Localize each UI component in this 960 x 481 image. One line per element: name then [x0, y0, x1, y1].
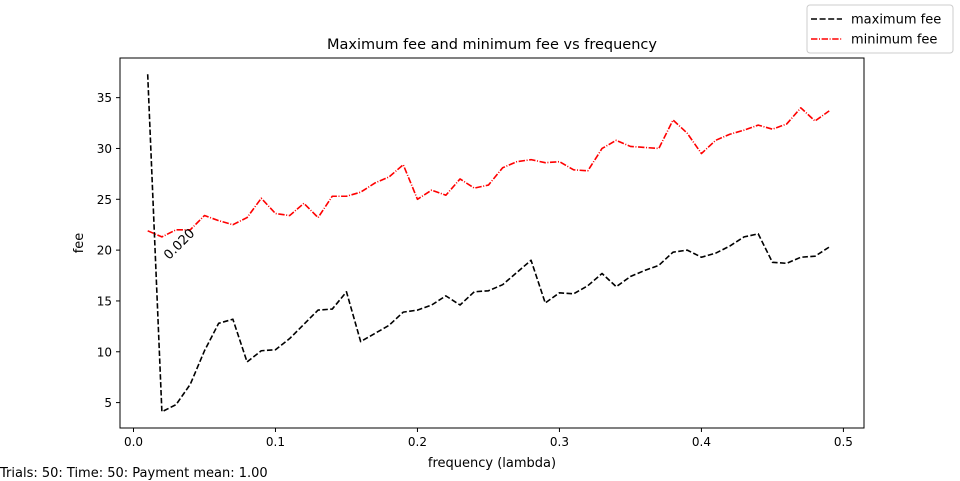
legend-label-maximum-fee: maximum fee — [851, 13, 941, 28]
x-tick-label: 0.1 — [266, 435, 285, 449]
series-line-maximum-fee — [146, 74, 830, 413]
series-line-minimum-fee — [147, 107, 830, 238]
y-tick-label: 35 — [97, 91, 112, 105]
plot-area: 0.020 0.0 0.1 0.2 0.3 0.4 0.5 5 10 15 20 25 30 35 — [97, 57, 865, 449]
x-tick-label: 0.5 — [834, 435, 853, 449]
x-tick-label: 0.3 — [550, 435, 569, 449]
legend-label-minimum-fee: minimum fee — [851, 33, 937, 48]
y-tick-label: 10 — [97, 345, 112, 359]
x-tick-label: 0.0 — [124, 435, 143, 449]
series-layer — [146, 74, 830, 413]
footnote: Trials: 50: Time: 50: Payment mean: 1.00 — [0, 466, 268, 481]
x-axis-label: frequency (lambda) — [428, 456, 556, 471]
y-tick-label: 20 — [97, 244, 112, 258]
chart-title: Maximum fee and minimum fee vs frequency — [327, 37, 657, 53]
legend-frame — [806, 4, 954, 54]
y-tick-label: 5 — [104, 396, 112, 410]
y-tick-label: 15 — [97, 294, 112, 308]
x-axis-ticks: 0.0 0.1 0.2 0.3 0.4 0.5 — [124, 428, 853, 449]
y-tick-label: 25 — [97, 193, 112, 207]
plot-frame — [119, 57, 865, 429]
x-tick-label: 0.4 — [692, 435, 711, 449]
y-tick-label: 30 — [97, 142, 112, 156]
y-axis-ticks: 5 10 15 20 25 30 35 — [97, 91, 120, 410]
annotation-layer: 0.020 — [161, 226, 198, 263]
x-tick-label: 0.2 — [408, 435, 427, 449]
annotation-label: 0.020 — [161, 226, 198, 263]
legend: maximum fee minimum fee — [806, 4, 954, 54]
y-axis-label: fee — [72, 233, 87, 254]
